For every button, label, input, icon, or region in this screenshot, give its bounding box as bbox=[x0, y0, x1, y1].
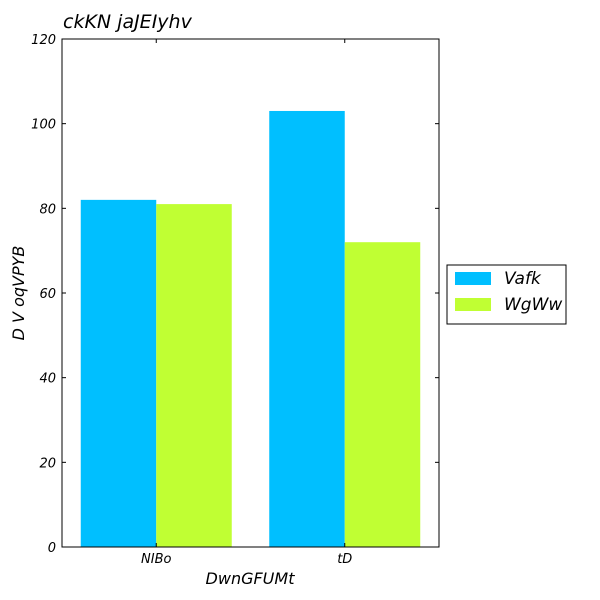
y-tick-label: 60 bbox=[39, 287, 56, 302]
y-axis-label: D V oqVPYB bbox=[9, 246, 28, 341]
x-tick-label: NIBo bbox=[141, 552, 171, 567]
y-tick-label: 100 bbox=[31, 118, 56, 133]
bars-group bbox=[80, 110, 421, 547]
y-tick-label: 80 bbox=[39, 202, 56, 217]
y-tick-label: 0 bbox=[48, 541, 56, 556]
bar-wgww-td bbox=[344, 242, 421, 547]
y-tick-label: 120 bbox=[31, 33, 56, 48]
legend: Vafk WgWw bbox=[446, 264, 567, 325]
bar-vafk-td bbox=[269, 110, 345, 547]
x-tick-label: tD bbox=[337, 552, 352, 567]
bar-wgww-nibo bbox=[156, 204, 232, 547]
legend-swatch-wgww bbox=[455, 298, 491, 311]
bar-vafk-nibo bbox=[80, 199, 157, 547]
legend-label-vafk: Vafk bbox=[504, 269, 542, 289]
x-axis-label: DwnGFUMt bbox=[206, 569, 296, 588]
y-tick-label: 20 bbox=[39, 456, 56, 471]
legend-swatch-vafk bbox=[455, 272, 491, 285]
legend-label-wgww: WgWw bbox=[504, 295, 562, 315]
chart-title: ckKN jaJEIyhv bbox=[63, 11, 193, 33]
ticks-group: 0 20 40 60 80 100 120 NIBo tD bbox=[31, 33, 439, 567]
y-tick-label: 40 bbox=[39, 372, 56, 387]
